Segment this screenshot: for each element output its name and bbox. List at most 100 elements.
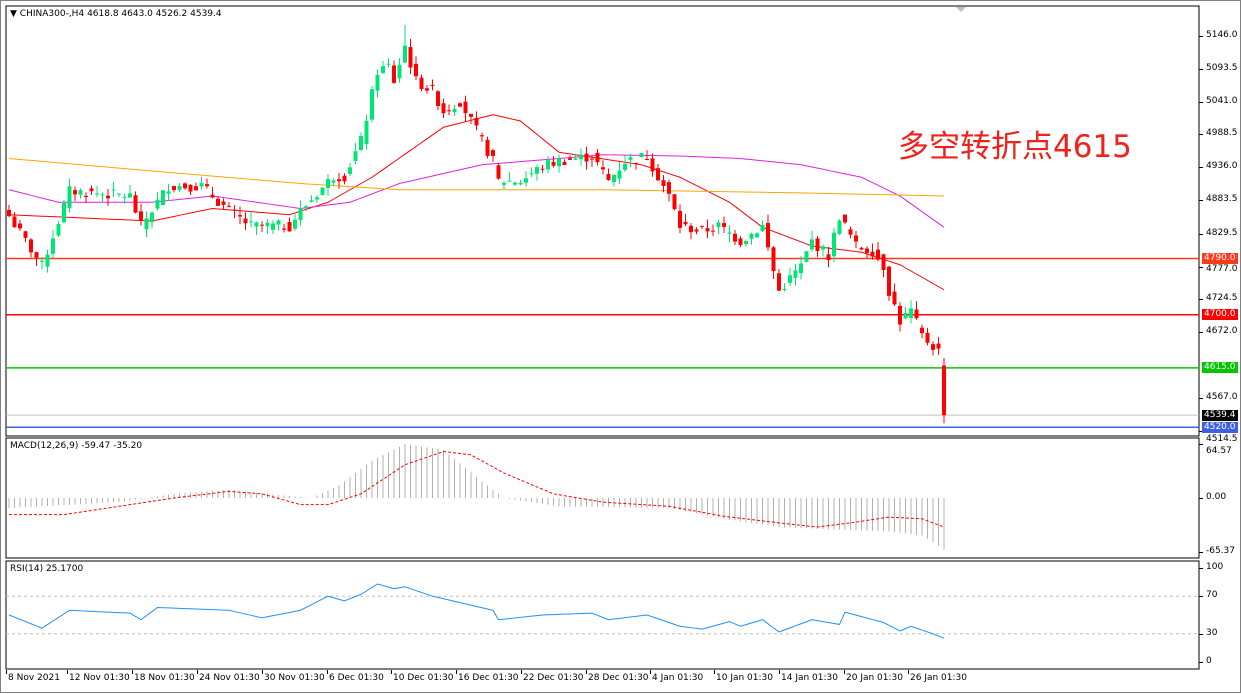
candle-body bbox=[210, 194, 215, 198]
candle-body bbox=[535, 167, 539, 174]
candle-body bbox=[727, 232, 732, 234]
time-tick bbox=[391, 670, 392, 674]
chart-title: ▼ CHINA300-,H4 4618.8 4643.0 4526.2 4539… bbox=[10, 9, 222, 19]
candle-body bbox=[265, 222, 270, 226]
candle-body bbox=[854, 235, 858, 242]
candle-body bbox=[815, 238, 820, 251]
candle-body bbox=[221, 201, 226, 205]
rsi-pane bbox=[5, 560, 1200, 670]
time-tick bbox=[6, 670, 7, 674]
candle-body bbox=[122, 197, 127, 199]
time-tick-label: 6 Dec 01:30 bbox=[329, 673, 384, 683]
candle-body bbox=[419, 77, 424, 89]
rsi-tick-label: 0 bbox=[1206, 656, 1212, 666]
time-tick bbox=[586, 670, 587, 674]
candle-body bbox=[887, 266, 891, 296]
time-tick-label: 10 Dec 01:30 bbox=[393, 673, 454, 683]
level-tag: 4520.0 bbox=[1202, 421, 1238, 433]
candle-body bbox=[34, 252, 39, 258]
candle-body bbox=[271, 223, 275, 230]
time-tick bbox=[714, 670, 715, 674]
rsi-tick bbox=[1199, 662, 1203, 663]
candle-body bbox=[771, 247, 776, 271]
candle-body bbox=[293, 219, 297, 229]
candle-body bbox=[397, 64, 402, 79]
time-tick-label: 26 Jan 01:30 bbox=[910, 673, 967, 683]
candle-body bbox=[106, 195, 110, 199]
time-tick bbox=[67, 670, 68, 674]
candle-body bbox=[18, 223, 22, 229]
price-tick bbox=[1199, 36, 1203, 37]
price-tick bbox=[1199, 68, 1203, 70]
candle-body bbox=[656, 168, 660, 181]
time-tick bbox=[197, 670, 198, 674]
candle-body bbox=[595, 152, 600, 163]
candle-body bbox=[936, 343, 941, 349]
candle-body bbox=[84, 195, 88, 197]
price-pane bbox=[5, 5, 1200, 437]
macd-tick bbox=[1199, 552, 1203, 554]
candle-body bbox=[183, 183, 187, 189]
time-tick-label: 28 Dec 01:30 bbox=[588, 673, 649, 683]
candle-body bbox=[931, 344, 935, 350]
price-tick-label: 5093.5 bbox=[1206, 62, 1238, 73]
candle-body bbox=[810, 239, 814, 250]
price-tick bbox=[1199, 299, 1203, 301]
candle-body bbox=[557, 158, 561, 167]
candle-body bbox=[711, 230, 715, 232]
candle-body bbox=[45, 254, 50, 267]
price-tick bbox=[1199, 430, 1203, 432]
rsi-line bbox=[8, 583, 945, 639]
candle-body bbox=[304, 206, 308, 209]
rsi-tick bbox=[1199, 633, 1203, 635]
candle-body bbox=[249, 221, 253, 223]
price-tick-label: 4514.5 bbox=[1206, 434, 1238, 444]
candle-body bbox=[700, 225, 704, 227]
price-tick bbox=[1199, 200, 1203, 202]
candle-body bbox=[199, 183, 204, 187]
candle-body bbox=[40, 260, 44, 262]
candle-body bbox=[716, 222, 721, 228]
time-tick-label: 12 Nov 01:30 bbox=[69, 673, 130, 683]
price-tick bbox=[1199, 397, 1203, 399]
candle-body bbox=[584, 153, 589, 162]
level-tag: 4615.0 bbox=[1202, 362, 1238, 374]
candle-body bbox=[403, 45, 407, 63]
candle-body bbox=[634, 162, 638, 164]
candle-body bbox=[540, 168, 545, 170]
candle-body bbox=[359, 135, 363, 151]
candle-body bbox=[639, 153, 644, 158]
candle-body bbox=[7, 209, 11, 217]
candle-body bbox=[177, 186, 182, 190]
candle-body bbox=[507, 180, 512, 182]
candle-body bbox=[144, 218, 149, 230]
candle-body bbox=[392, 65, 396, 83]
level-tag: 4539.4 bbox=[1202, 409, 1238, 421]
candle-body bbox=[870, 251, 875, 257]
time-tick bbox=[650, 670, 651, 674]
candle-body bbox=[744, 241, 748, 245]
candle-body bbox=[590, 158, 594, 160]
price-tick-label: 5146.0 bbox=[1206, 30, 1238, 40]
candle-body bbox=[73, 190, 77, 195]
candle-body bbox=[513, 182, 517, 185]
candle-body bbox=[755, 233, 759, 238]
candle-body bbox=[914, 309, 919, 319]
candle-body bbox=[892, 291, 897, 305]
macd-label: MACD(12,26,9) -59.47 -35.20 bbox=[10, 441, 143, 451]
moving-average-line bbox=[8, 154, 945, 228]
candle-body bbox=[821, 246, 825, 250]
candle-body bbox=[546, 160, 550, 170]
candle-body bbox=[458, 103, 462, 107]
macd-signal-line bbox=[9, 451, 945, 528]
candle-body bbox=[909, 308, 913, 318]
candle-body bbox=[859, 247, 864, 250]
candle-body bbox=[78, 190, 83, 195]
candle-body bbox=[925, 332, 930, 343]
collapse-triangle-icon[interactable]: ▼ bbox=[10, 9, 17, 19]
candle-body bbox=[282, 228, 286, 230]
candle-body bbox=[29, 239, 33, 253]
candle-body bbox=[370, 89, 374, 120]
candle-body bbox=[348, 167, 352, 174]
